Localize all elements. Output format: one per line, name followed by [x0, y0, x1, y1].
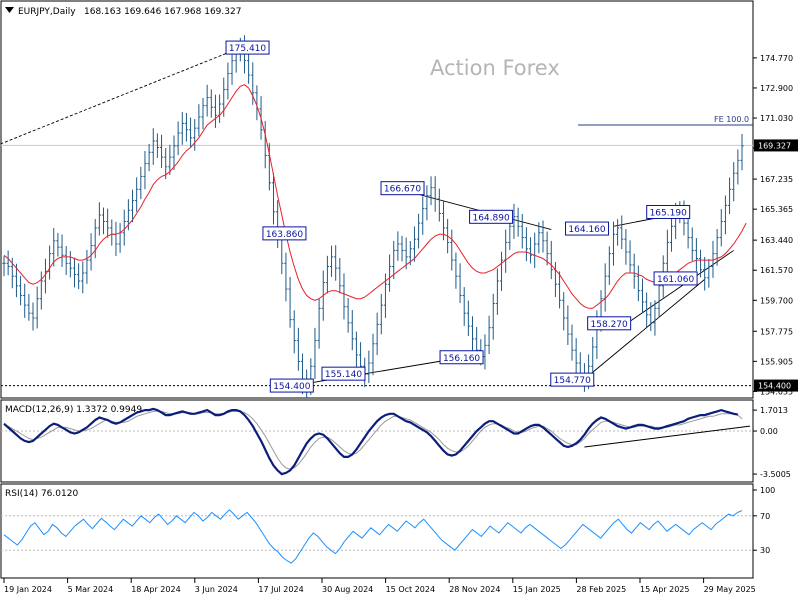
- price-annotation-box: [225, 40, 270, 55]
- time-tick-label: 18 Apr 2024: [131, 585, 180, 594]
- macd-tick-label: 1.7013: [760, 406, 788, 415]
- time-tick-label: 28 Feb 2025: [576, 585, 626, 594]
- macd-tick-label: -3.5005: [760, 470, 791, 479]
- wedge-lower-line: [629, 250, 734, 322]
- time-tick-label: 15 Oct 2024: [386, 585, 435, 594]
- price-annotation-box: [380, 181, 425, 196]
- rsi-tick-label: 30: [760, 546, 770, 555]
- macd-trend-line: [584, 425, 751, 448]
- price-annotation-box: [439, 350, 484, 365]
- price-annotation-label: 156.160: [443, 354, 480, 364]
- symbol-label: EURJPY,Daily: [18, 7, 76, 17]
- time-tick-label: 28 Nov 2024: [449, 585, 500, 594]
- price-tick-label: 174.770: [760, 54, 793, 63]
- price-annotation: 154.770: [550, 372, 595, 387]
- price-annotations: 175.410 163.860 154.400 155.140 166.670 164.8…: [225, 40, 698, 393]
- price-annotation-label: 175.410: [229, 44, 266, 54]
- time-tick-label: 3 Jun 2024: [195, 585, 238, 594]
- macd-panel-frame: [0, 399, 754, 483]
- price-annotation-box: [587, 316, 632, 331]
- macd-line: [3, 407, 739, 476]
- macd-axis: 1.7013 0.00 -3.5005: [1, 406, 791, 479]
- price-annotation: 156.160: [439, 350, 484, 365]
- price-tick-label: 172.900: [760, 84, 793, 93]
- macd-tick-label: 0.00: [760, 427, 778, 436]
- price-annotation-label: 158.270: [591, 320, 628, 330]
- fe-100-label: FE 100.0: [714, 115, 749, 124]
- current-price-box: [754, 139, 798, 152]
- price-annotation-box: [565, 221, 610, 236]
- rsi-axis: 100 70 30: [1, 486, 775, 555]
- price-annotation-label: 154.400: [273, 382, 310, 392]
- rsi-tick-label: 100: [760, 486, 775, 495]
- time-tick-label: 15 Jan 2025: [513, 585, 561, 594]
- price-tick-label: 163.440: [760, 236, 793, 245]
- symbol-dropdown-icon[interactable]: [5, 7, 14, 13]
- price-annotation-box: [321, 366, 366, 381]
- macd-signal-line: [3, 410, 743, 470]
- price-annotation: 154.400: [269, 378, 314, 393]
- macd-title: MACD(12,26,9) 1.3372 0.9949: [5, 405, 142, 415]
- price-tick-label: 157.775: [760, 327, 793, 336]
- price-annotation-box: [269, 378, 314, 393]
- time-tick-label: 19 Jan 2024: [4, 585, 52, 594]
- price-annotation: 166.670: [380, 181, 425, 196]
- price-annotation-label: 163.860: [266, 230, 303, 240]
- main-panel-frame: [0, 0, 754, 399]
- time-tick-label: 29 May 2025: [704, 585, 756, 594]
- price-annotation-label: 166.670: [384, 185, 421, 195]
- rsi-title: RSI(14) 76.0120: [5, 489, 78, 499]
- price-annotation-label: 165.190: [650, 208, 687, 218]
- support-price-box: [754, 379, 798, 392]
- rising-support-trend-line: [584, 279, 705, 380]
- price-annotation: 175.410: [225, 40, 270, 55]
- price-tick-label: 159.700: [760, 296, 793, 305]
- price-annotation: 158.270: [587, 316, 632, 331]
- watermark: Action Forex: [430, 56, 560, 80]
- rsi-tick-label: 70: [760, 512, 770, 521]
- price-tick-label: 155.905: [760, 357, 793, 366]
- price-annotation-box: [550, 372, 595, 387]
- price-tick-label: 165.365: [760, 205, 793, 214]
- price-annotation-box: [653, 271, 698, 286]
- time-axis: 19 Jan 2024 5 Mar 2024 18 Apr 2024 3 Jun 20…: [3, 578, 756, 594]
- price-annotation-label: 164.890: [472, 213, 509, 223]
- lower-support-trend-line: [294, 356, 465, 387]
- price-annotation-box: [262, 226, 307, 241]
- price-annotation-box: [469, 209, 514, 224]
- time-tick-label: 30 Aug 2024: [322, 585, 373, 594]
- price-annotation-label: 161.060: [657, 275, 694, 285]
- price-tick-label: 167.235: [760, 175, 793, 184]
- time-tick-label: 17 Jul 2024: [258, 585, 303, 594]
- rsi-panel-frame: [0, 483, 754, 579]
- support-price-label: 154.400: [758, 382, 791, 391]
- price-tick-label: 161.570: [760, 266, 793, 275]
- price-annotation: 163.860: [262, 226, 307, 241]
- main-axis: 174.770172.900171.030169.165167.235165.3…: [1, 54, 798, 396]
- current-price-label: 169.327: [758, 141, 791, 150]
- ohlc-readout: 168.163 169.646 167.968 169.327: [84, 7, 241, 17]
- price-annotation-label: 164.160: [568, 225, 605, 235]
- price-tick-label: 154.035: [760, 387, 793, 396]
- price-annotation: 155.140: [321, 366, 366, 381]
- price-annotation: 165.190: [646, 204, 691, 219]
- price-annotation: 164.160: [565, 221, 610, 236]
- price-annotation: 161.060: [653, 271, 698, 286]
- price-annotation-label: 155.140: [325, 370, 362, 380]
- dashed-trend-line: [0, 47, 241, 145]
- price-annotation: 164.890: [469, 209, 514, 224]
- moving-average-line: [3, 84, 747, 309]
- rsi-line: [3, 509, 743, 564]
- time-tick-label: 5 Mar 2024: [68, 585, 114, 594]
- price-annotation-box: [646, 204, 691, 219]
- time-tick-label: 15 Apr 2025: [640, 585, 689, 594]
- price-annotation-label: 154.770: [554, 376, 591, 386]
- price-tick-label: 171.030: [760, 114, 793, 123]
